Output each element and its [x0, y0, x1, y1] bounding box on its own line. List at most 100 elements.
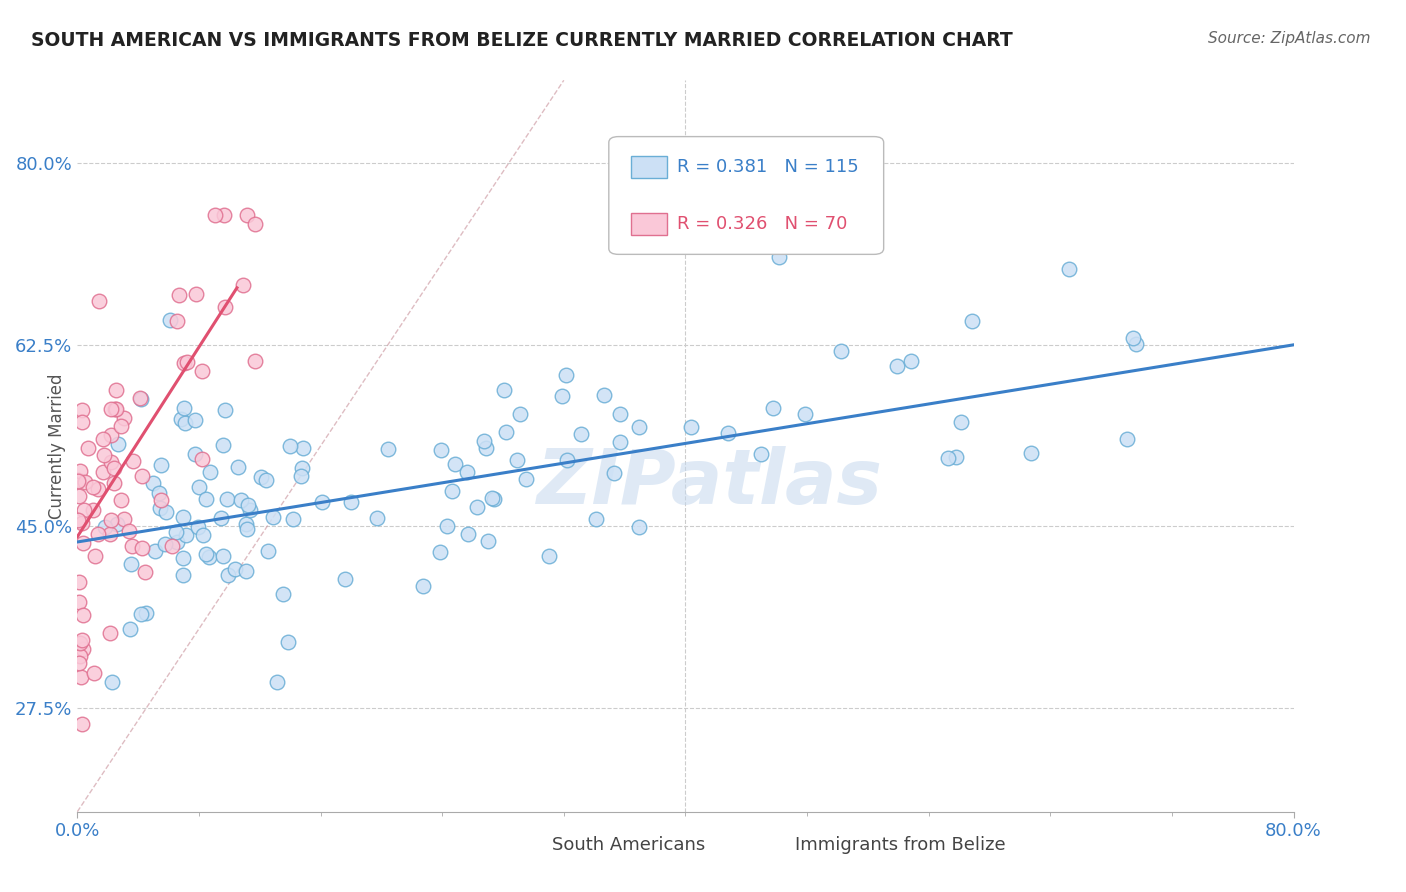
- Point: [235, 564, 257, 578]
- Point: [1116, 432, 1139, 446]
- Point: [166, 314, 188, 328]
- Point: [173, 416, 195, 430]
- Point: [86, 482, 108, 496]
- Point: [278, 439, 301, 453]
- Point: [224, 562, 246, 576]
- Point: [628, 520, 651, 534]
- Point: [494, 383, 516, 397]
- Point: [377, 442, 399, 456]
- Point: [681, 420, 703, 434]
- Point: [73, 503, 96, 517]
- Point: [69, 595, 91, 609]
- Point: [214, 300, 236, 314]
- Point: [515, 472, 537, 486]
- Point: [184, 447, 207, 461]
- Point: [174, 527, 197, 541]
- Point: [194, 492, 217, 507]
- Point: [456, 465, 478, 479]
- Point: [72, 642, 94, 657]
- Point: [70, 670, 93, 684]
- Point: [495, 425, 517, 439]
- Point: [886, 359, 908, 373]
- Point: [82, 502, 104, 516]
- Text: South Americans: South Americans: [551, 836, 704, 854]
- Point: [236, 208, 259, 222]
- Point: [936, 450, 959, 465]
- Point: [751, 446, 773, 460]
- Point: [72, 415, 94, 429]
- Point: [217, 567, 239, 582]
- Point: [214, 402, 236, 417]
- Point: [118, 622, 141, 636]
- Point: [170, 412, 193, 426]
- Point: [226, 460, 249, 475]
- Point: [72, 608, 94, 623]
- Point: [232, 277, 254, 292]
- Point: [429, 545, 451, 559]
- Point: [554, 368, 576, 383]
- Point: [262, 509, 284, 524]
- Point: [83, 665, 105, 680]
- Point: [173, 401, 195, 415]
- Point: [87, 527, 110, 541]
- Point: [555, 452, 578, 467]
- Text: SOUTH AMERICAN VS IMMIGRANTS FROM BELIZE CURRENTLY MARRIED CORRELATION CHART: SOUTH AMERICAN VS IMMIGRANTS FROM BELIZE…: [31, 31, 1012, 50]
- Point: [82, 480, 104, 494]
- Point: [311, 494, 333, 508]
- Point: [609, 435, 631, 450]
- Point: [593, 388, 616, 402]
- Point: [70, 633, 93, 648]
- Point: [509, 407, 531, 421]
- Point: [569, 426, 592, 441]
- Point: [103, 461, 125, 475]
- Point: [768, 250, 790, 264]
- Point: [70, 403, 93, 417]
- Point: [91, 466, 114, 480]
- Point: [77, 442, 100, 456]
- Point: [482, 491, 505, 506]
- Text: Immigrants from Belize: Immigrants from Belize: [794, 836, 1005, 854]
- Point: [762, 401, 785, 416]
- Point: [98, 527, 121, 541]
- Point: [292, 441, 315, 455]
- Point: [67, 513, 90, 527]
- Point: [66, 473, 89, 487]
- Point: [121, 539, 143, 553]
- Point: [84, 549, 107, 564]
- Point: [70, 717, 93, 731]
- Point: [1125, 337, 1147, 351]
- Point: [366, 510, 388, 524]
- Point: [472, 434, 495, 448]
- Point: [69, 464, 91, 478]
- Point: [215, 492, 238, 507]
- Point: [101, 675, 124, 690]
- Point: [481, 491, 503, 506]
- Point: [135, 607, 157, 621]
- Point: [457, 527, 479, 541]
- Point: [131, 541, 153, 556]
- Point: [165, 524, 187, 539]
- Point: [204, 208, 226, 222]
- Point: [103, 476, 125, 491]
- Point: [67, 656, 90, 670]
- Point: [191, 527, 214, 541]
- Point: [91, 432, 114, 446]
- Point: [627, 419, 650, 434]
- Point: [444, 457, 467, 471]
- Point: [339, 495, 361, 509]
- Point: [105, 401, 128, 416]
- Point: [69, 636, 91, 650]
- Point: [1122, 331, 1144, 345]
- Point: [271, 587, 294, 601]
- Point: [67, 575, 90, 590]
- Point: [609, 407, 631, 421]
- Point: [105, 516, 128, 531]
- Point: [67, 489, 90, 503]
- Point: [794, 407, 817, 421]
- Point: [945, 450, 967, 464]
- Point: [129, 607, 152, 621]
- Point: [100, 428, 122, 442]
- Y-axis label: Currently Married: Currently Married: [48, 373, 66, 519]
- Point: [100, 513, 122, 527]
- Point: [93, 448, 115, 462]
